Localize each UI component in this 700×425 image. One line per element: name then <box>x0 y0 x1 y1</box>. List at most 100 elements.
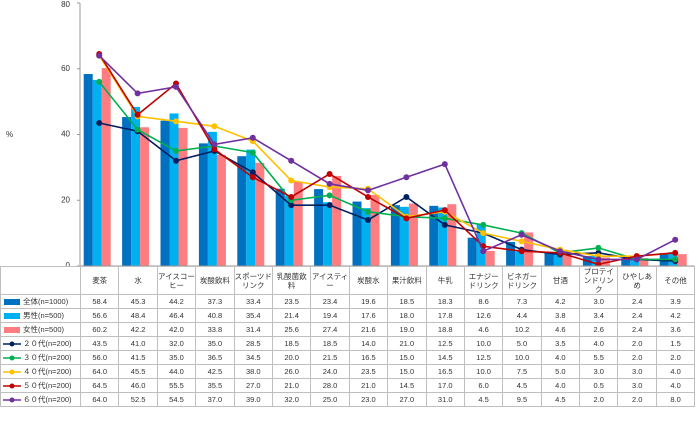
marker <box>96 78 103 85</box>
bar <box>352 201 362 266</box>
marker <box>480 221 487 228</box>
table-value: 35.4 <box>233 308 273 323</box>
bar <box>246 149 256 266</box>
bar <box>198 143 208 266</box>
table-value: 33.4 <box>233 294 273 309</box>
bar <box>122 117 132 266</box>
bar <box>600 257 610 266</box>
marker <box>403 215 410 222</box>
corner-cell <box>0 266 81 295</box>
marker <box>134 111 141 118</box>
table-value: 14.5 <box>387 378 427 393</box>
bar <box>553 253 563 266</box>
category-label: エナジードリンク <box>463 266 504 295</box>
table-value: 34.5 <box>233 350 273 365</box>
marker <box>288 157 295 164</box>
marker <box>365 216 371 223</box>
table-value: 14.5 <box>425 350 465 365</box>
table-value: 31.0 <box>425 392 465 407</box>
marker <box>288 193 295 200</box>
bar <box>429 205 439 266</box>
table-value: 41.0 <box>118 336 158 351</box>
table-value: 28.0 <box>310 378 350 393</box>
table-value: 4.6 <box>540 322 581 337</box>
table-value: 16.5 <box>348 350 389 365</box>
series-row: 女性(n=500) 60.2 42.2 42.0 33.8 31.4 25.6 27.4 21.… <box>0 322 696 337</box>
table-value: 4.0 <box>540 350 581 365</box>
bar <box>237 156 247 266</box>
bar <box>275 188 285 266</box>
table-value: 6.0 <box>463 378 504 393</box>
legend-key <box>3 397 21 403</box>
marker <box>365 208 371 215</box>
legend-marker <box>9 355 15 361</box>
category-label: スポーツドリンク <box>233 266 273 295</box>
legend-key <box>4 313 20 319</box>
category-label: 甘酒 <box>540 266 581 295</box>
table-value: 16.5 <box>425 364 465 379</box>
marker <box>173 83 179 90</box>
marker <box>326 180 333 187</box>
bar <box>467 237 477 266</box>
legend-entry: 全体(n=1000) <box>0 294 81 309</box>
marker <box>173 147 179 154</box>
table-value: 5.5 <box>579 350 619 365</box>
marker <box>365 193 371 200</box>
table-value: 64.0 <box>79 364 120 379</box>
category-label: ひやしあめ <box>617 266 657 295</box>
table-value: 2.6 <box>579 322 619 337</box>
legend-entry: ４０代(n=200) <box>0 364 81 379</box>
table-value: 4.0 <box>655 378 696 393</box>
bar <box>207 131 217 266</box>
table-value: 46.4 <box>156 308 197 323</box>
table-value: 2.0 <box>579 392 619 407</box>
table-value: 19.0 <box>387 322 427 337</box>
marker <box>480 248 487 255</box>
legend-entry: ６０代(n=200) <box>0 392 81 407</box>
bar <box>140 127 150 266</box>
table-value: 45.5 <box>118 364 158 379</box>
bar <box>169 113 179 266</box>
line <box>98 55 676 261</box>
marker <box>403 193 410 200</box>
legend-key <box>4 327 20 333</box>
marker <box>173 157 179 164</box>
legend-key <box>3 341 21 347</box>
table-value: 48.4 <box>118 308 158 323</box>
table-value: 3.5 <box>540 336 581 351</box>
table-value: 64.0 <box>79 392 120 407</box>
marker <box>211 146 218 153</box>
marker <box>96 119 103 126</box>
table-value: 40.8 <box>195 308 235 323</box>
bar <box>131 106 141 266</box>
legend-swatch <box>4 313 20 319</box>
table-value: 4.0 <box>579 336 619 351</box>
y-tick-label: 80 <box>61 0 70 9</box>
table-value: 15.0 <box>387 364 427 379</box>
table-value: 2.4 <box>617 294 657 309</box>
series-row: ３０代(n=200) 56.0 41.5 35.0 36.5 34.5 20.0 21.5 16… <box>0 350 696 365</box>
bar <box>630 258 640 266</box>
category-label: ビネガードリンク <box>502 266 542 295</box>
legend-key <box>3 355 21 361</box>
series-row: ２０代(n=200) 43.5 41.0 32.0 35.0 28.5 18.5 18.5 14… <box>0 336 696 351</box>
bar <box>92 79 102 266</box>
category-label: 炭酸水 <box>348 266 389 295</box>
table-value: 32.0 <box>271 392 312 407</box>
marker <box>672 256 679 263</box>
bar <box>255 162 265 266</box>
category-label: 水 <box>118 266 158 295</box>
bar <box>323 202 333 266</box>
marker <box>595 244 602 251</box>
table-value: 4.4 <box>502 308 542 323</box>
table-value: 4.2 <box>540 294 581 309</box>
legend-swatch <box>4 299 20 305</box>
chart: % 0 20 40 60 80 <box>6 0 695 266</box>
table-value: 23.4 <box>310 294 350 309</box>
bar <box>293 181 303 266</box>
table-value: 19.6 <box>348 294 389 309</box>
table-value: 35.0 <box>195 336 235 351</box>
legend-entry: ３０代(n=200) <box>0 350 81 365</box>
table-value: 35.5 <box>195 378 235 393</box>
